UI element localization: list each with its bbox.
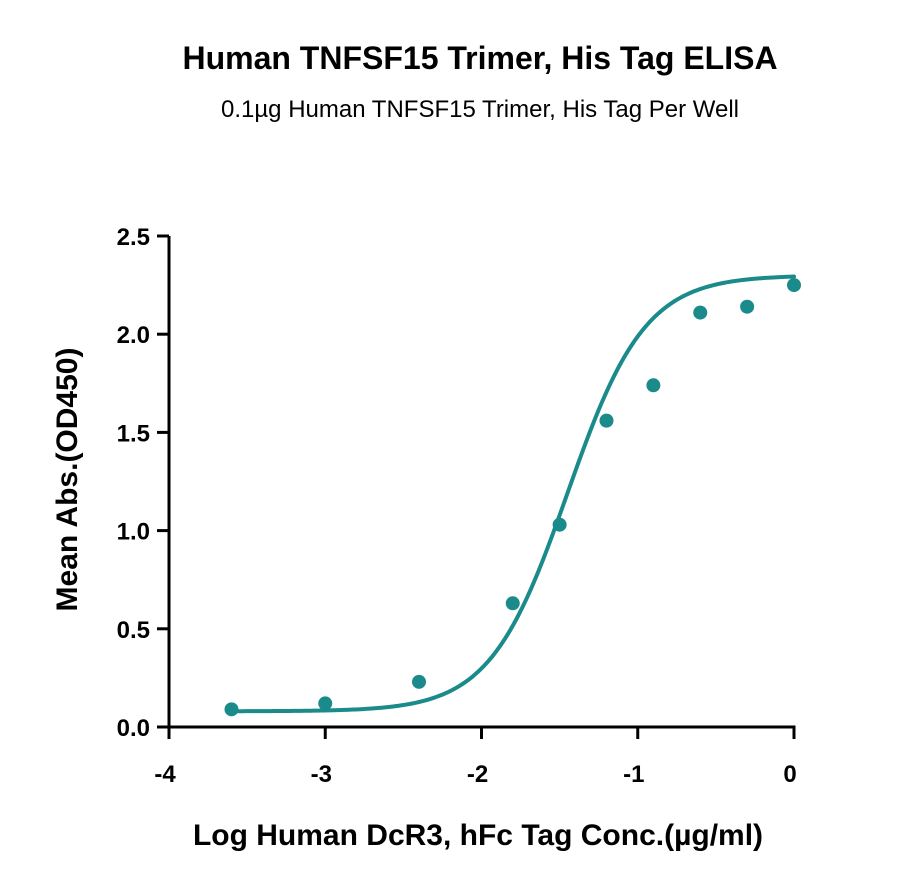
data-point xyxy=(318,696,333,711)
y-axis-title: Mean Abs.(OD450) xyxy=(51,348,84,612)
data-point xyxy=(412,674,426,689)
data-point xyxy=(224,702,239,717)
x-tick-label: 0 xyxy=(783,761,796,788)
fit-curve-layer xyxy=(229,274,796,714)
data-point xyxy=(787,278,801,293)
data-point xyxy=(740,299,755,314)
data-point xyxy=(599,413,614,428)
x-tick-label: -3 xyxy=(311,761,332,788)
chart-subtitle: 0.1µg Human TNFSF15 Trimer, His Tag Per … xyxy=(220,96,739,123)
y-tick-label: 0.5 xyxy=(117,617,150,644)
x-axis-title: Log Human DcR3, hFc Tag Conc.(µg/ml) xyxy=(193,819,763,852)
data-point xyxy=(552,517,567,532)
y-tick-label: 2.0 xyxy=(117,322,150,349)
data-points-layer xyxy=(224,278,801,717)
data-point xyxy=(505,596,520,611)
axes-layer: 0.0 0.5 1.0 1.5 2.0 2.5 -4 -3 -2 -1 0 Log Human DcR… xyxy=(51,224,797,852)
fit-curve xyxy=(229,274,796,714)
y-tick-label: 1.0 xyxy=(117,519,150,546)
data-point xyxy=(646,378,661,393)
x-tick-label: -1 xyxy=(623,761,644,788)
y-tick-label: 0.0 xyxy=(117,715,150,742)
y-tick-label: 2.5 xyxy=(117,224,150,251)
x-tick-label: -2 xyxy=(467,761,488,788)
y-tick-label: 1.5 xyxy=(117,420,150,447)
chart-title: Human TNFSF15 Trimer, His Tag ELISA xyxy=(182,40,778,76)
data-point xyxy=(693,305,708,320)
x-tick-label: -4 xyxy=(154,761,176,788)
